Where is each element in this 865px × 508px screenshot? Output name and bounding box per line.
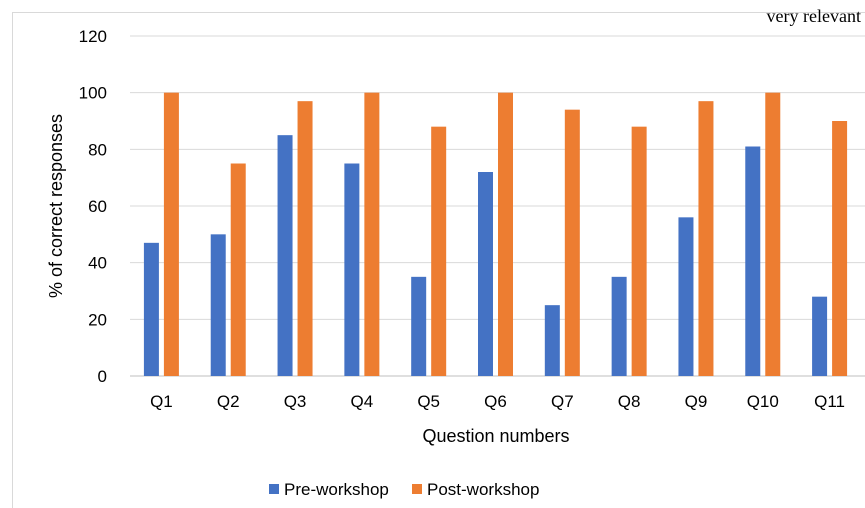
post-workshop-legend-swatch: [412, 484, 422, 494]
y-tick-label: 80: [88, 140, 107, 159]
top-caption-text: very relevant: [766, 6, 861, 26]
x-tick-label: Q9: [685, 392, 708, 411]
post-workshop-bar-q8: [631, 126, 647, 377]
y-tick-label: 20: [88, 310, 107, 329]
pre-workshop-bar-q3: [277, 135, 293, 376]
y-tick-label: 40: [88, 254, 107, 273]
pre-workshop-bar-q10: [745, 146, 761, 376]
x-tick-label: Q4: [351, 392, 374, 411]
bars: [143, 92, 848, 377]
y-tick-label: 100: [79, 84, 107, 103]
x-tick-label: Q6: [484, 392, 507, 411]
gridlines: [130, 35, 865, 377]
y-tick-label: 120: [79, 27, 107, 46]
post-workshop-bar-q11: [832, 121, 848, 376]
post-workshop-bar-q10: [765, 92, 781, 377]
x-tick-label: Q1: [150, 392, 173, 411]
pre-workshop-legend-swatch: [269, 484, 279, 494]
post-workshop-bar-q5: [431, 126, 447, 377]
x-axis-title: Question numbers: [422, 426, 569, 446]
y-tick-label: 60: [88, 197, 107, 216]
pre-workshop-bar-q9: [678, 217, 694, 376]
x-tick-label: Q8: [618, 392, 641, 411]
pre-workshop-bar-q11: [812, 296, 828, 376]
post-workshop-bar-q9: [698, 101, 714, 377]
x-tick-label: Q2: [217, 392, 240, 411]
x-tick-labels: Q1 Q2 Q3 Q4 Q5 Q6 Q7 Q8 Q9 Q10 Q11: [150, 392, 845, 411]
y-axis-title: % of correct responses: [46, 114, 66, 298]
pre-workshop-bar-q1: [143, 242, 159, 376]
x-tick-label: Q5: [417, 392, 440, 411]
y-tick-label: 0: [98, 367, 107, 386]
post-workshop-bar-q1: [163, 92, 179, 377]
y-tick-labels: 0 20 40 60 80 100 120: [79, 27, 107, 386]
pre-workshop-bar-q4: [344, 163, 360, 376]
post-workshop-bar-q6: [498, 92, 513, 377]
post-workshop-bar-q2: [230, 163, 246, 376]
x-tick-label: Q3: [284, 392, 307, 411]
pre-workshop-bar-q8: [611, 276, 627, 376]
pre-workshop-bar-q7: [544, 305, 560, 376]
x-tick-label: Q10: [747, 392, 779, 411]
pre-workshop-bar-q6: [478, 172, 493, 376]
post-workshop-legend-label: Post-workshop: [427, 480, 539, 499]
legend: Pre-workshop Post-workshop: [269, 480, 539, 499]
pre-workshop-bar-q5: [411, 276, 427, 376]
post-workshop-bar-q7: [564, 109, 580, 377]
x-tick-label: Q11: [814, 392, 845, 411]
pre-workshop-legend-label: Pre-workshop: [284, 480, 389, 499]
post-workshop-bar-q3: [297, 101, 313, 377]
post-workshop-bar-q4: [364, 92, 380, 377]
pre-workshop-bar-q2: [210, 234, 226, 376]
x-tick-label: Q7: [551, 392, 574, 411]
